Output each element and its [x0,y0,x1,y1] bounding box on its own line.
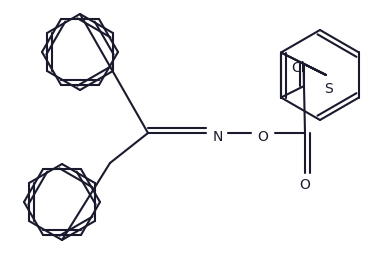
Text: O: O [300,178,310,192]
Text: N: N [213,130,223,144]
Text: O: O [258,130,269,144]
Text: Cl: Cl [292,61,305,75]
Text: S: S [324,82,332,96]
